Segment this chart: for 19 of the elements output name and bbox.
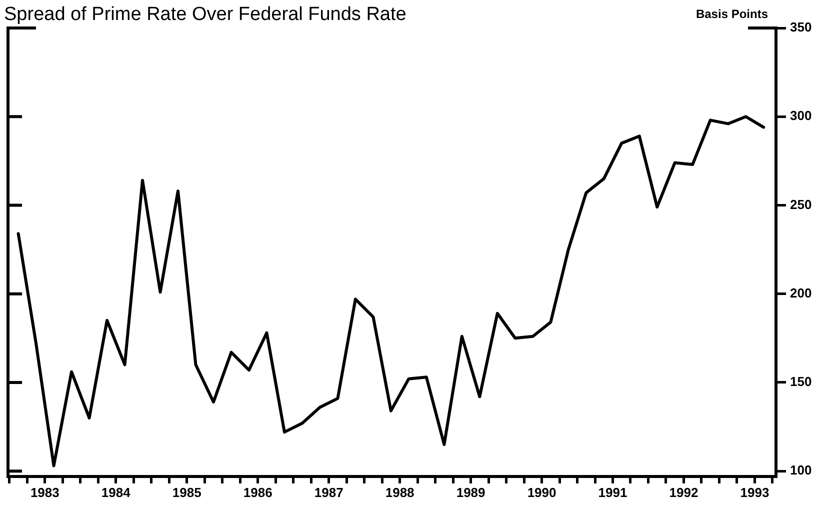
x-tick-label: 1987 — [314, 484, 344, 500]
x-tick-label: 1988 — [385, 484, 414, 500]
y-tick-label: 300 — [790, 108, 812, 124]
x-tick-label: 1984 — [101, 484, 132, 500]
y-axis-title: Basis Points — [696, 7, 768, 21]
y-tick-label: 150 — [790, 374, 812, 390]
x-tick-label: 1986 — [243, 484, 272, 500]
y-tick-label: 250 — [790, 196, 812, 212]
y-tick-label: 100 — [790, 462, 812, 478]
x-tick-label: 1985 — [172, 484, 202, 500]
y-tick-label: 200 — [790, 285, 812, 300]
x-tick-label: 1989 — [456, 484, 486, 500]
x-tick-label: 1992 — [669, 484, 698, 500]
x-tick-label: 1990 — [527, 484, 556, 500]
x-tick-label: 1983 — [30, 484, 60, 500]
chart-title: Spread of Prime Rate Over Federal Funds Rate — [4, 4, 406, 25]
x-tick-label: 1991 — [598, 484, 628, 500]
y-tick-label: 350 — [790, 20, 812, 35]
x-tick-label: 1993 — [740, 484, 770, 500]
